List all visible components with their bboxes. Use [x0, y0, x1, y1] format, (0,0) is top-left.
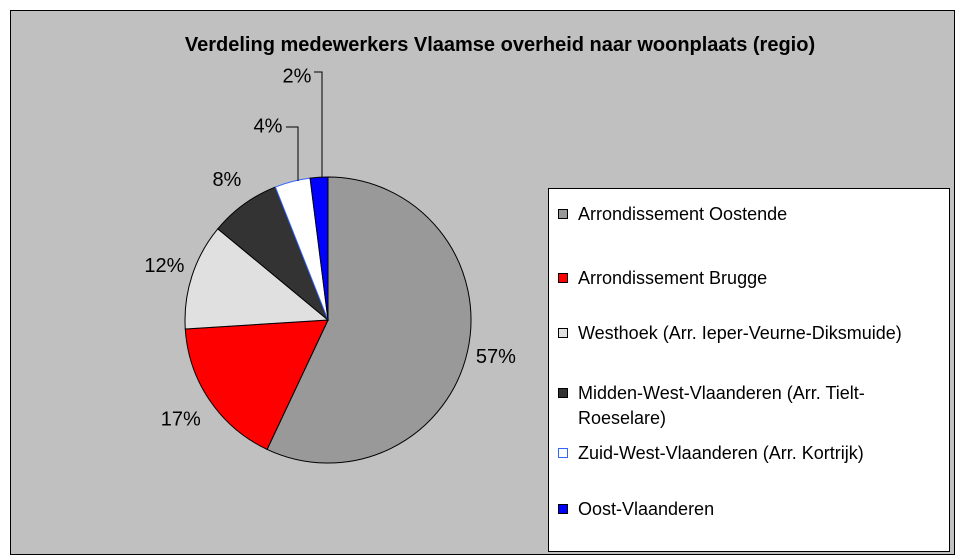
legend-swatch: [558, 328, 568, 338]
legend-swatch: [558, 209, 568, 219]
leader-line: [286, 126, 299, 181]
legend-label: Arrondissement Oostende: [578, 204, 788, 224]
data-label: 8%: [212, 169, 241, 191]
legend-entry: Oost-Vlaanderen: [558, 497, 930, 522]
title-box: Verdeling medewerkers Vlaamse overheid n…: [184, 34, 816, 56]
data-label: 12%: [144, 255, 184, 277]
pie-slice: [309, 176, 329, 321]
legend-swatch: [558, 448, 568, 458]
data-label: 57%: [476, 346, 516, 368]
legend-entry: Midden-West-Vlaanderen (Arr. Tielt-Roese…: [558, 381, 930, 431]
legend-label: Arrondissement Brugge: [578, 268, 768, 288]
chart-title: Verdeling medewerkers Vlaamse overheid n…: [184, 34, 816, 56]
legend-entry: Westhoek (Arr. Ieper-Veurne-Diksmuide): [558, 321, 930, 346]
data-label: 2%: [283, 65, 312, 87]
data-label: 17%: [161, 408, 201, 430]
legend-label: Zuid-West-Vlaanderen (Arr. Kortrijk): [578, 443, 864, 463]
data-label: 4%: [254, 115, 283, 137]
legend-swatch: [558, 388, 568, 398]
pie-slice: [184, 319, 329, 451]
pie-slice: [184, 228, 330, 330]
leader-line: [314, 71, 323, 178]
legend-label: Westhoek (Arr. Ieper-Veurne-Diksmuide): [578, 323, 902, 343]
legend: Arrondissement Oostende Arrondissement Br…: [548, 188, 950, 552]
legend-entry: Zuid-West-Vlaanderen (Arr. Kortrijk): [558, 441, 930, 466]
legend-entry: Arrondissement Oostende: [558, 202, 930, 227]
legend-entry: Arrondissement Brugge: [558, 266, 930, 291]
legend-swatch: [558, 273, 568, 283]
legend-swatch: [558, 504, 568, 514]
legend-label: Midden-West-Vlaanderen (Arr. Tielt-Roese…: [578, 383, 865, 428]
pie-slice: [266, 176, 472, 464]
legend-label: Oost-Vlaanderen: [578, 499, 715, 519]
